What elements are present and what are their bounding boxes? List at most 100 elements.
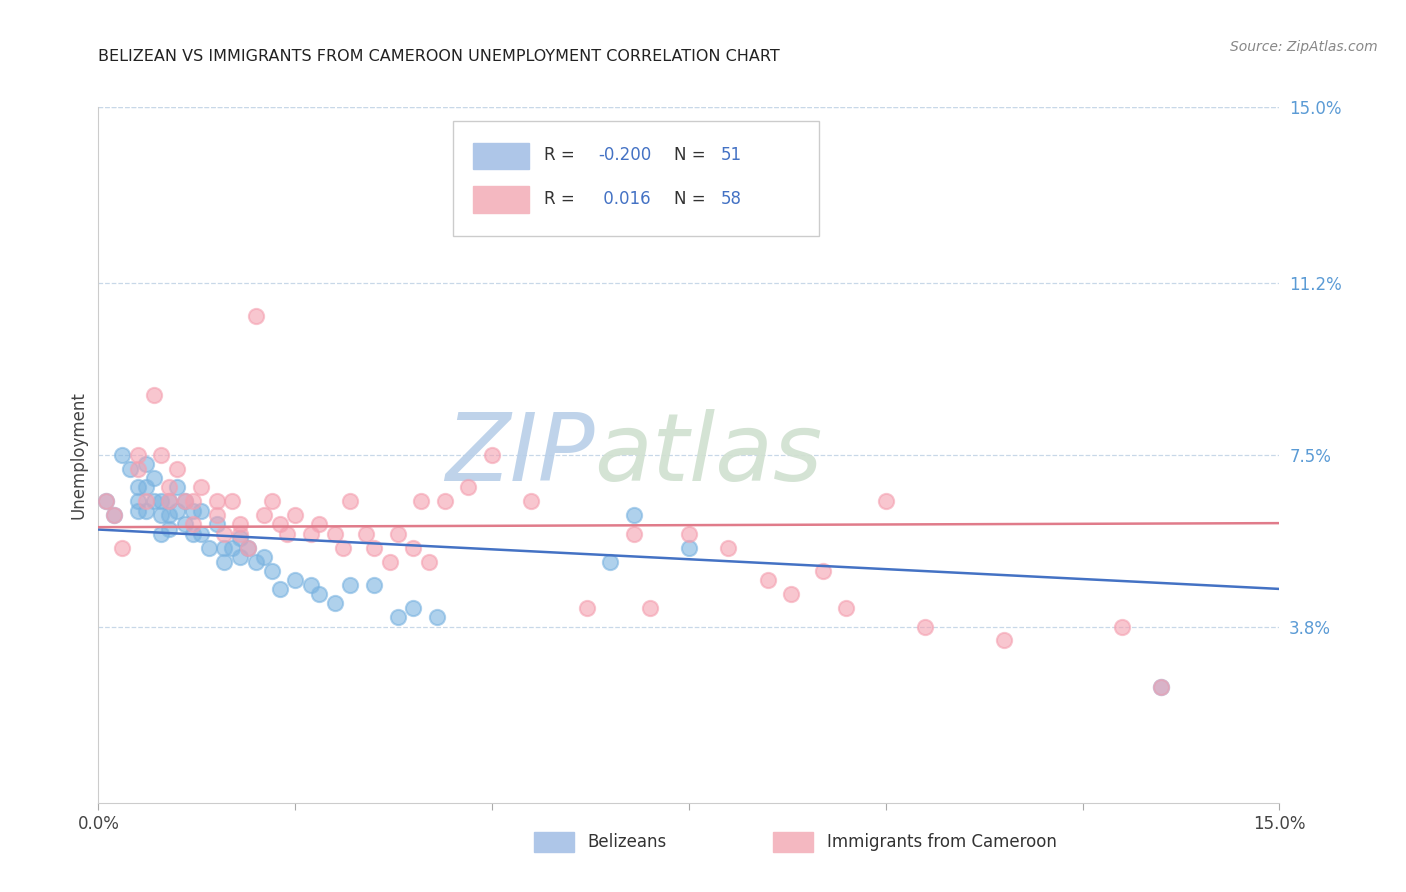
Point: [299, 578, 322, 592]
Point: [1150, 680, 1173, 694]
Point: [135, 494, 157, 508]
Point: [426, 610, 449, 624]
Point: [418, 555, 440, 569]
Point: [245, 309, 267, 323]
Text: R =: R =: [544, 190, 579, 208]
Point: [157, 494, 180, 508]
Point: [378, 555, 401, 569]
Point: [150, 526, 173, 541]
Point: [214, 526, 236, 541]
Point: [181, 494, 204, 508]
Point: [150, 448, 173, 462]
Point: [190, 480, 212, 494]
Point: [284, 573, 307, 587]
Text: R =: R =: [544, 146, 579, 164]
Point: [299, 526, 322, 541]
Point: [142, 471, 165, 485]
Point: [229, 532, 252, 546]
Point: [166, 462, 188, 476]
Point: [229, 549, 252, 564]
Point: [811, 564, 834, 578]
Point: [221, 494, 243, 508]
Point: [914, 619, 936, 633]
Text: atlas: atlas: [595, 409, 823, 500]
Point: [276, 526, 298, 541]
Point: [411, 494, 433, 508]
Point: [174, 517, 197, 532]
Text: N =: N =: [673, 146, 710, 164]
Text: 51: 51: [721, 146, 742, 164]
Point: [118, 462, 141, 476]
Point: [157, 494, 180, 508]
Point: [103, 508, 125, 523]
Point: [181, 526, 204, 541]
Point: [1150, 680, 1173, 694]
Point: [433, 494, 456, 508]
Point: [457, 480, 479, 494]
Point: [402, 601, 425, 615]
Point: [127, 480, 149, 494]
Point: [214, 541, 236, 555]
Point: [260, 494, 283, 508]
Text: N =: N =: [673, 190, 710, 208]
Point: [756, 573, 779, 587]
Point: [229, 517, 252, 532]
Point: [127, 503, 149, 517]
Point: [253, 508, 276, 523]
Point: [678, 526, 700, 541]
Point: [599, 555, 621, 569]
FancyBboxPatch shape: [472, 186, 530, 213]
Point: [875, 494, 897, 508]
Point: [284, 508, 307, 523]
Point: [354, 526, 377, 541]
Point: [150, 508, 173, 523]
Text: 0.016: 0.016: [598, 190, 651, 208]
Point: [181, 517, 204, 532]
Point: [402, 541, 425, 555]
Point: [205, 494, 228, 508]
Point: [127, 462, 149, 476]
Point: [481, 448, 503, 462]
Point: [339, 494, 361, 508]
Text: Immigrants from Cameroon: Immigrants from Cameroon: [827, 833, 1056, 851]
Point: [520, 494, 543, 508]
Point: [111, 541, 134, 555]
Point: [181, 503, 204, 517]
Text: Source: ZipAtlas.com: Source: ZipAtlas.com: [1230, 40, 1378, 54]
FancyBboxPatch shape: [453, 121, 818, 235]
Point: [103, 508, 125, 523]
Point: [190, 526, 212, 541]
Point: [135, 503, 157, 517]
Point: [229, 526, 252, 541]
Point: [111, 448, 134, 462]
Text: -0.200: -0.200: [598, 146, 651, 164]
Point: [174, 494, 197, 508]
Point: [638, 601, 661, 615]
Point: [157, 522, 180, 536]
Text: ZIP: ZIP: [444, 409, 595, 500]
Point: [205, 517, 228, 532]
Point: [780, 587, 803, 601]
Point: [993, 633, 1015, 648]
Point: [142, 387, 165, 401]
Point: [174, 494, 197, 508]
Point: [387, 526, 409, 541]
Point: [339, 578, 361, 592]
Point: [166, 480, 188, 494]
Text: BELIZEAN VS IMMIGRANTS FROM CAMEROON UNEMPLOYMENT CORRELATION CHART: BELIZEAN VS IMMIGRANTS FROM CAMEROON UNE…: [98, 49, 780, 64]
Point: [150, 494, 173, 508]
Point: [142, 494, 165, 508]
Point: [623, 526, 645, 541]
Point: [260, 564, 283, 578]
Point: [575, 601, 598, 615]
Point: [253, 549, 276, 564]
Point: [387, 610, 409, 624]
Point: [221, 541, 243, 555]
FancyBboxPatch shape: [472, 143, 530, 169]
Point: [332, 541, 354, 555]
Text: Belizeans: Belizeans: [588, 833, 666, 851]
Y-axis label: Unemployment: Unemployment: [69, 391, 87, 519]
Point: [127, 494, 149, 508]
Point: [214, 555, 236, 569]
Point: [363, 578, 385, 592]
